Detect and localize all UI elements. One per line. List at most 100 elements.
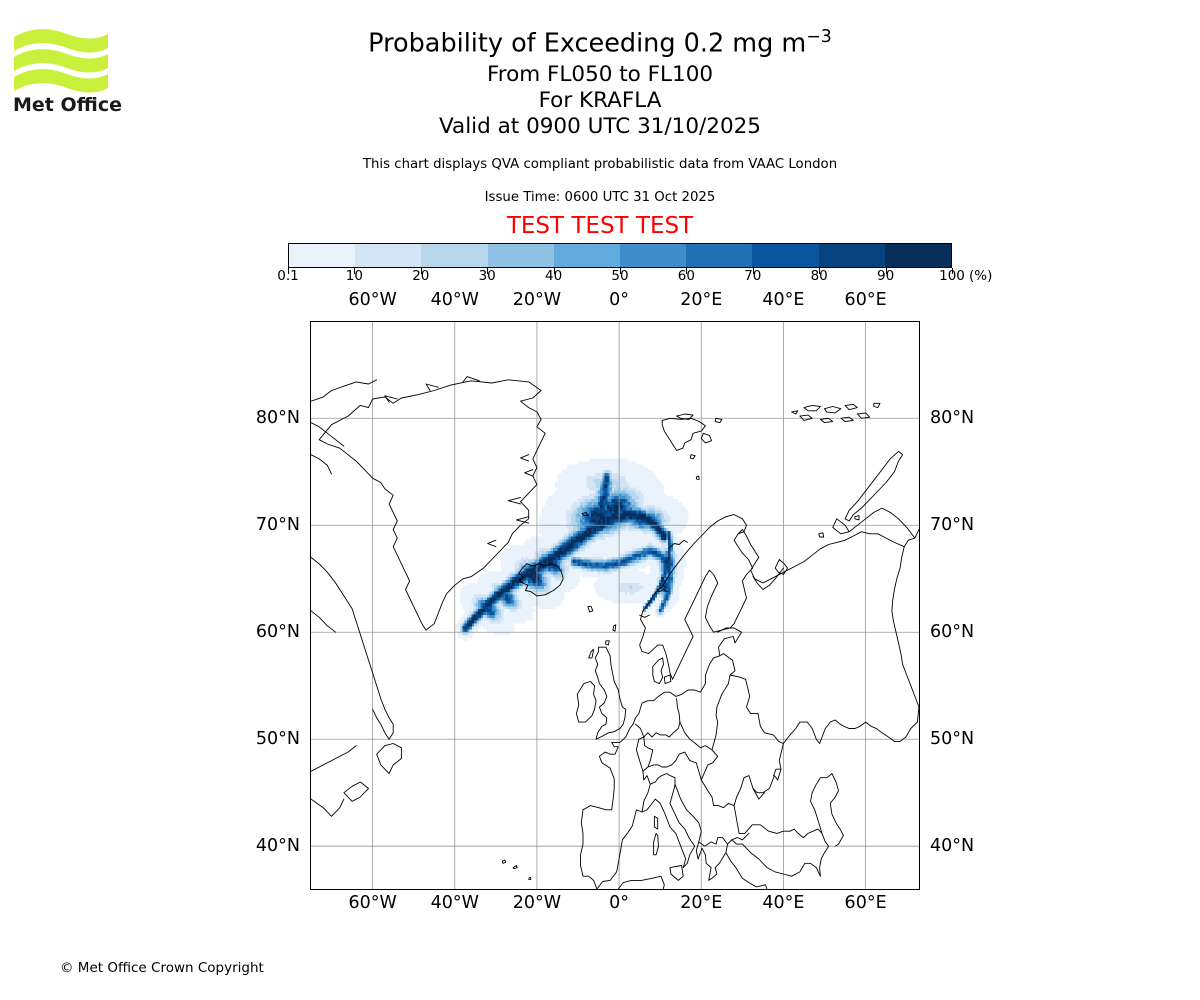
lon-label-top-1: 40°W — [430, 290, 479, 310]
coastline-path-3 — [507, 496, 521, 505]
coastline-path-0 — [318, 379, 546, 631]
coastline-path-52 — [611, 723, 634, 743]
coastline-path-50 — [638, 674, 706, 715]
subtitle-volcano: For KRAFLA — [538, 88, 662, 113]
colorbar-tick-label-0: 0.1 — [277, 268, 299, 284]
map-gridlines — [311, 322, 919, 889]
coastline-path-78 — [891, 529, 919, 723]
coastline-path-24 — [803, 404, 821, 412]
lon-label-bottom-4: 20°E — [680, 893, 723, 913]
lon-label-bottom-1: 40°W — [430, 893, 479, 913]
colorbar-tick-label-1: 10 — [345, 268, 363, 284]
coastline-path-86 — [501, 859, 507, 864]
colorbar-tick-0 — [288, 268, 289, 274]
colorbar-tick-3 — [487, 268, 489, 274]
coastline-path-76 — [695, 841, 703, 860]
coastline-path-63 — [752, 787, 765, 800]
probability-band-60 — [462, 473, 673, 633]
colorbar-tick-10 — [952, 268, 953, 274]
subtitle-flight-levels: From FL050 to FL100 — [486, 62, 714, 87]
qva-compliance-note: This chart displays QVA compliant probab… — [362, 157, 838, 172]
colorbar-tick-2 — [420, 268, 422, 274]
colorbar-tick-label-7: 70 — [744, 268, 762, 284]
coastline-path-72 — [653, 832, 659, 856]
ash-probability-field — [455, 458, 689, 641]
colorbar-tick-label-8: 80 — [810, 268, 828, 284]
coastline-path-31 — [791, 410, 799, 415]
colorbar-tick-6 — [686, 268, 688, 274]
coastline-path-15 — [343, 781, 369, 802]
lat-label-left-1: 70°N — [255, 515, 300, 536]
probability-band-80 — [462, 475, 671, 630]
lon-label-top-6: 60°E — [844, 290, 887, 310]
probability-band-20 — [460, 470, 678, 636]
colorbar-tick-label-4: 40 — [545, 268, 563, 284]
colorbar-segment-0 — [289, 244, 356, 267]
colorbar-segment-4 — [553, 244, 621, 267]
coastline-path-8 — [384, 395, 398, 403]
colorbar-segment-8 — [818, 244, 885, 267]
lat-label-right-1: 70°N — [930, 515, 975, 536]
lat-label-left-3: 50°N — [255, 729, 300, 750]
coastline-path-80 — [752, 567, 784, 590]
lon-label-bottom-2: 20°W — [512, 893, 562, 913]
colorbar-segment-1 — [355, 244, 422, 267]
coastline-path-70 — [731, 839, 821, 877]
coastline-path-4 — [515, 516, 530, 524]
page-title-exponent: −3 — [806, 27, 832, 47]
colorbar-tick-label-2: 20 — [412, 268, 430, 284]
page-title-text: Probability of Exceeding 0.2 mg m — [368, 28, 807, 59]
copyright-notice: © Met Office Crown Copyright — [60, 960, 264, 976]
coastline-path-10 — [311, 422, 345, 447]
lon-label-bottom-5: 40°E — [762, 893, 805, 913]
coastline-path-45 — [612, 624, 617, 632]
colorbar-segment-5 — [620, 244, 687, 267]
colorbar-segment-2 — [421, 244, 488, 267]
colorbar-segment-7 — [752, 244, 819, 267]
lat-label-right-2: 60°N — [930, 622, 975, 643]
coastline-path-74 — [669, 865, 684, 881]
coastline-path-60 — [711, 653, 736, 751]
lat-label-left-0: 80°N — [255, 408, 300, 429]
coastline-path-19 — [661, 417, 706, 451]
lon-label-bottom-6: 60°E — [844, 893, 887, 913]
coastline-path-84 — [854, 515, 860, 521]
colorbar-gradient — [288, 243, 952, 268]
coastline-path-66 — [810, 792, 830, 877]
coastline-path-34 — [832, 518, 850, 535]
lon-label-top-0: 60°W — [348, 290, 397, 310]
colorbar-tick-1 — [354, 268, 356, 274]
coastline-path-57 — [635, 723, 645, 738]
colorbar-segment-9 — [884, 244, 952, 267]
coastline-path-35 — [581, 511, 589, 517]
coastline-path-16 — [311, 798, 345, 817]
colorbar-segment-3 — [487, 244, 554, 267]
coastline-path-69 — [727, 832, 750, 845]
coastline-path-42 — [594, 646, 627, 740]
coastline-path-37 — [587, 606, 594, 613]
coastline-path-48 — [663, 674, 672, 685]
colorbar-tick-8 — [819, 268, 821, 274]
map-coastlines — [311, 376, 919, 889]
coastline-path-26 — [844, 403, 858, 411]
coastline-path-71 — [725, 852, 768, 889]
colorbar-tick-7 — [752, 268, 754, 274]
coastline-path-59 — [679, 721, 719, 781]
page-title: Probability of Exceeding 0.2 mg m−3 — [0, 27, 1200, 59]
coastline-path-64 — [778, 719, 918, 770]
colorbar-tick-labels: 0.1 10 20 30 40 50 60 70 80 90 100 — [0, 268, 1200, 292]
coastline-path-18 — [518, 563, 564, 597]
coastline-path-73 — [653, 815, 659, 830]
lon-label-top-2: 20°W — [512, 290, 562, 310]
coastline-path-83 — [818, 532, 825, 538]
lon-label-top-4: 20°E — [680, 290, 723, 310]
colorbar-tick-label-6: 60 — [677, 268, 695, 284]
map-plot-area — [310, 321, 920, 890]
colorbar-tick-9 — [885, 268, 887, 274]
coastline-path-25 — [824, 406, 842, 414]
coastline-path-54 — [641, 773, 676, 813]
lat-label-right-4: 40°N — [930, 836, 975, 857]
coastline-path-85 — [512, 865, 518, 870]
colorbar-unit-label: (%) — [969, 268, 993, 284]
coastline-path-68 — [733, 805, 791, 834]
